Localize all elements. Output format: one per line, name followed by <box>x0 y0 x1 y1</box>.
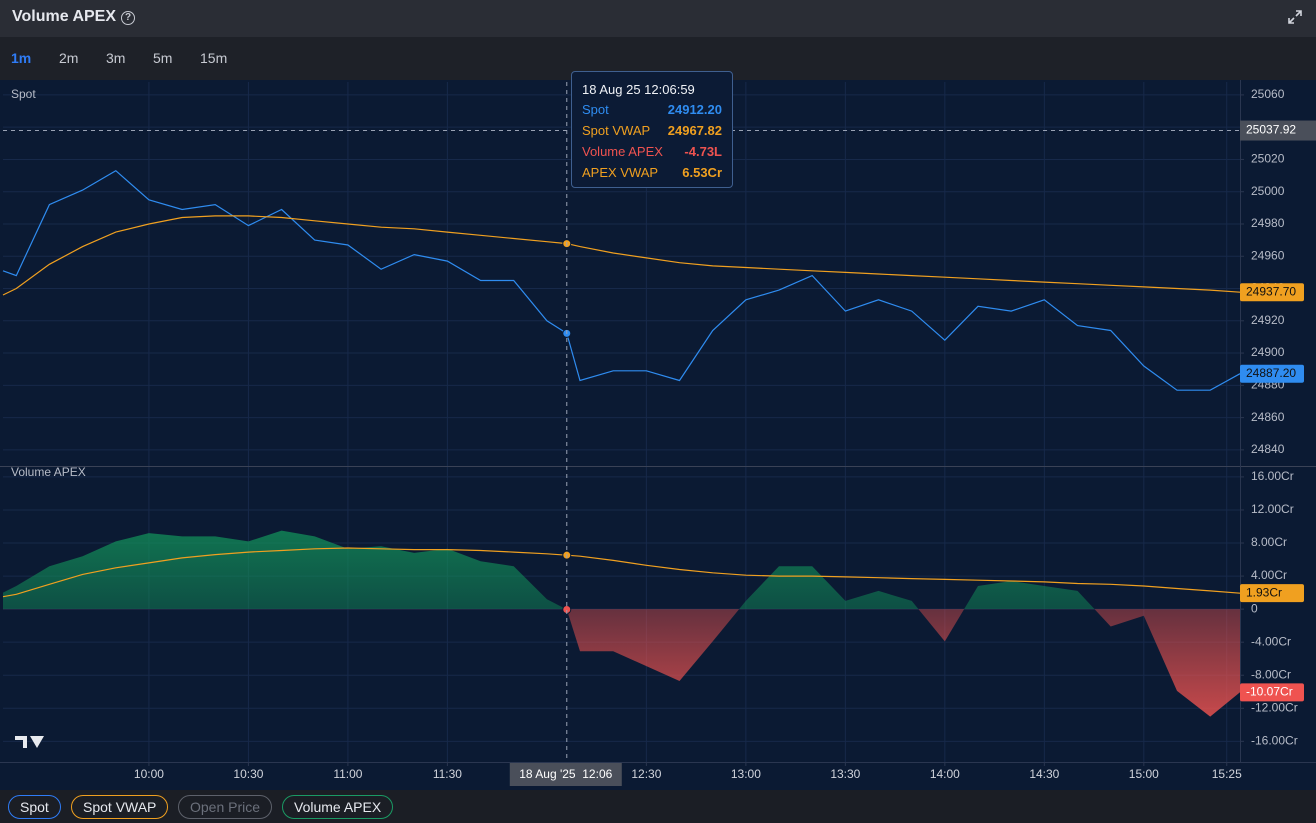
line <box>2 169 1241 391</box>
tooltip-name: Volume APEX <box>582 144 663 159</box>
widget-title: Volume APEX <box>12 8 117 25</box>
chart: Spot Volume APEX 24840248602488024900249… <box>0 80 1316 790</box>
crosshair-label: 25037.92 <box>1246 123 1296 137</box>
tooltip-name: APEX VWAP <box>582 165 659 180</box>
y-tick-label: 25000 <box>1251 184 1285 198</box>
y-tick-label: 8.00Cr <box>1251 535 1287 549</box>
y-tick-label: -16.00Cr <box>1251 734 1298 748</box>
y-tick-label: -12.00Cr <box>1251 700 1298 714</box>
x-tick-label: 15:25 <box>1212 767 1242 781</box>
x-tick-label: 12:30 <box>631 767 661 781</box>
tooltip-value: 6.53Cr <box>682 165 722 180</box>
x-tick-label: 10:00 <box>134 767 164 781</box>
line <box>2 215 1241 296</box>
x-tick-label: 11:00 <box>333 767 362 781</box>
help-icon[interactable]: ? <box>121 11 135 25</box>
last-value-box <box>1240 283 1304 302</box>
tooltip-row: Spot 24912.20 <box>582 102 722 118</box>
timeframe-button[interactable]: 5m <box>153 50 173 66</box>
tooltip-value: 24967.82 <box>667 123 722 138</box>
chart-background <box>0 80 1316 790</box>
x-tick-label: 14:00 <box>930 767 960 781</box>
tooltip-value: 24912.20 <box>667 102 722 117</box>
last-value-label: -10.07Cr <box>1246 685 1293 699</box>
tooltip-name: Spot VWAP <box>582 123 651 138</box>
timeframe-button[interactable]: 1m <box>11 50 32 66</box>
tooltip-row: Volume APEX -4.73L <box>582 144 722 160</box>
x-tick-label: 13:30 <box>830 767 860 781</box>
tooltip-name: Spot <box>582 102 609 117</box>
y-tick-label: 25060 <box>1251 87 1285 101</box>
y-tick-label: 24980 <box>1251 216 1285 230</box>
x-tick-label: 15:00 <box>1129 767 1159 781</box>
last-value-box <box>1240 584 1304 603</box>
line <box>2 547 1241 598</box>
y-tick-label: 24900 <box>1251 345 1285 359</box>
y-tick-label: 24960 <box>1251 248 1285 262</box>
y-tick-label: -4.00Cr <box>1251 634 1291 648</box>
tooltip: 18 Aug 25 12:06:59 Spot 24912.20 Spot VWA… <box>571 71 733 188</box>
x-tick-label: 11:30 <box>433 767 462 781</box>
y-tick-label: 0 <box>1251 601 1258 615</box>
panel-title: Spot <box>11 87 36 101</box>
panel-title: Volume APEX <box>11 465 86 479</box>
y-tick-label: 24920 <box>1251 313 1285 327</box>
crosshair-time-box <box>509 763 622 786</box>
price-scale <box>1240 80 1316 790</box>
timeframe-button[interactable]: 2m <box>59 50 79 66</box>
crosshair-time-label: 18 Aug '25 12:06 <box>519 767 612 781</box>
x-tick-label: 14:30 <box>1029 767 1059 781</box>
logo <box>15 736 44 748</box>
last-value-label: 1.93Cr <box>1246 585 1282 599</box>
timeframe-button[interactable]: 15m <box>200 50 228 66</box>
legend-item[interactable]: Spot <box>8 795 61 819</box>
y-tick-label: 16.00Cr <box>1251 469 1294 483</box>
last-value-label: 24937.70 <box>1246 284 1296 298</box>
tooltip-row: Spot VWAP 24967.82 <box>582 123 722 139</box>
timeframe-button[interactable]: 3m <box>106 50 126 66</box>
last-value-box <box>1240 683 1304 702</box>
y-tick-label: 24860 <box>1251 410 1285 424</box>
y-tick-label: -8.00Cr <box>1251 667 1291 681</box>
y-tick-label: 4.00Cr <box>1251 568 1287 582</box>
x-tick-label: 10:30 <box>233 767 263 781</box>
legend: Spot Spot VWAP Open Price Volume APEX <box>0 790 1316 823</box>
legend-item[interactable]: Volume APEX <box>282 795 394 819</box>
y-tick-label: 25020 <box>1251 152 1285 166</box>
y-tick-label: 12.00Cr <box>1251 502 1294 516</box>
tooltip-time: 18 Aug 25 12:06:59 <box>582 82 695 97</box>
legend-item[interactable]: Spot VWAP <box>71 795 169 819</box>
y-tick-label: 24840 <box>1251 442 1285 456</box>
header: Volume APEX ? <box>0 0 1316 37</box>
crosshair-box <box>1240 120 1316 141</box>
last-value-label: 24887.20 <box>1246 366 1296 380</box>
last-value-box <box>1240 364 1304 383</box>
tooltip-row: APEX VWAP 6.53Cr <box>582 165 722 181</box>
area <box>3 530 1240 717</box>
tooltip-value: -4.73L <box>684 144 722 159</box>
legend-item[interactable]: Open Price <box>178 795 273 819</box>
x-tick-label: 13:00 <box>731 767 761 781</box>
expand-icon[interactable] <box>1288 10 1302 24</box>
